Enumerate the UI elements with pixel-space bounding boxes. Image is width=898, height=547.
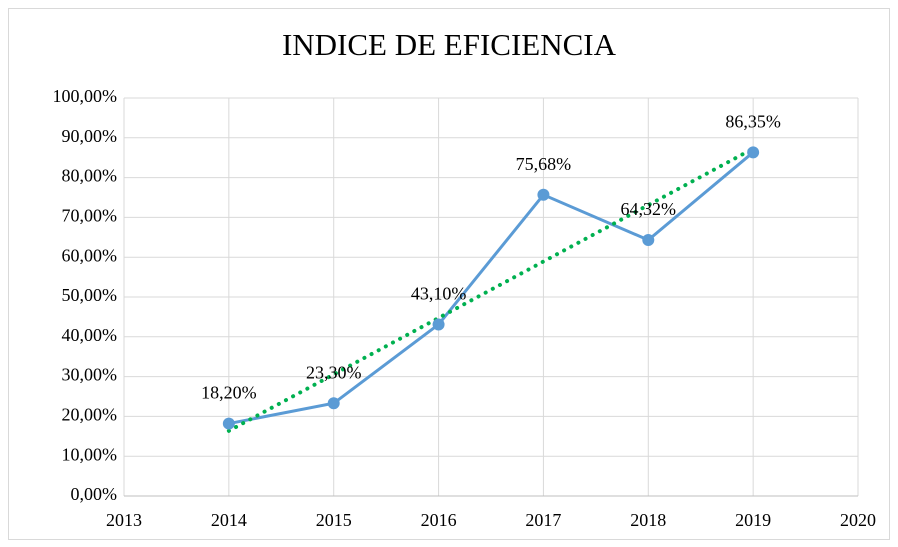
x-tick-label: 2019 bbox=[735, 510, 771, 530]
data-point bbox=[327, 397, 340, 410]
data-label: 86,35% bbox=[725, 111, 781, 131]
data-label: 75,68% bbox=[516, 154, 572, 174]
data-point bbox=[537, 188, 550, 201]
y-tick-label: 50,00% bbox=[62, 285, 118, 305]
data-point bbox=[432, 318, 445, 331]
data-label: 23,30% bbox=[306, 362, 362, 382]
y-tick-label: 70,00% bbox=[62, 206, 118, 226]
chart-title: INDICE DE EFICIENCIA bbox=[282, 27, 617, 62]
x-tick-label: 2018 bbox=[630, 510, 666, 530]
y-tick-label: 0,00% bbox=[71, 484, 118, 504]
y-tick-label: 90,00% bbox=[62, 126, 118, 146]
x-tick-label: 2020 bbox=[840, 510, 876, 530]
y-tick-label: 60,00% bbox=[62, 245, 118, 265]
data-point bbox=[642, 234, 655, 247]
data-point bbox=[222, 417, 235, 430]
chart-border bbox=[8, 8, 890, 540]
y-tick-label: 30,00% bbox=[62, 365, 118, 385]
y-tick-label: 10,00% bbox=[62, 444, 118, 464]
y-tick-label: 80,00% bbox=[62, 166, 118, 186]
x-tick-label: 2014 bbox=[211, 510, 247, 530]
x-tick-label: 2013 bbox=[106, 510, 142, 530]
y-tick-label: 40,00% bbox=[62, 325, 118, 345]
x-tick-label: 2016 bbox=[421, 510, 457, 530]
trendline bbox=[226, 146, 756, 433]
data-label: 18,20% bbox=[201, 383, 257, 403]
data-label: 64,32% bbox=[621, 199, 677, 219]
x-tick-label: 2015 bbox=[316, 510, 352, 530]
y-tick-label: 100,00% bbox=[53, 86, 118, 106]
x-tick-label: 2017 bbox=[525, 510, 561, 530]
data-point bbox=[747, 146, 760, 159]
y-tick-label: 20,00% bbox=[62, 405, 118, 425]
data-label: 43,10% bbox=[411, 284, 467, 304]
data-line bbox=[228, 151, 755, 426]
